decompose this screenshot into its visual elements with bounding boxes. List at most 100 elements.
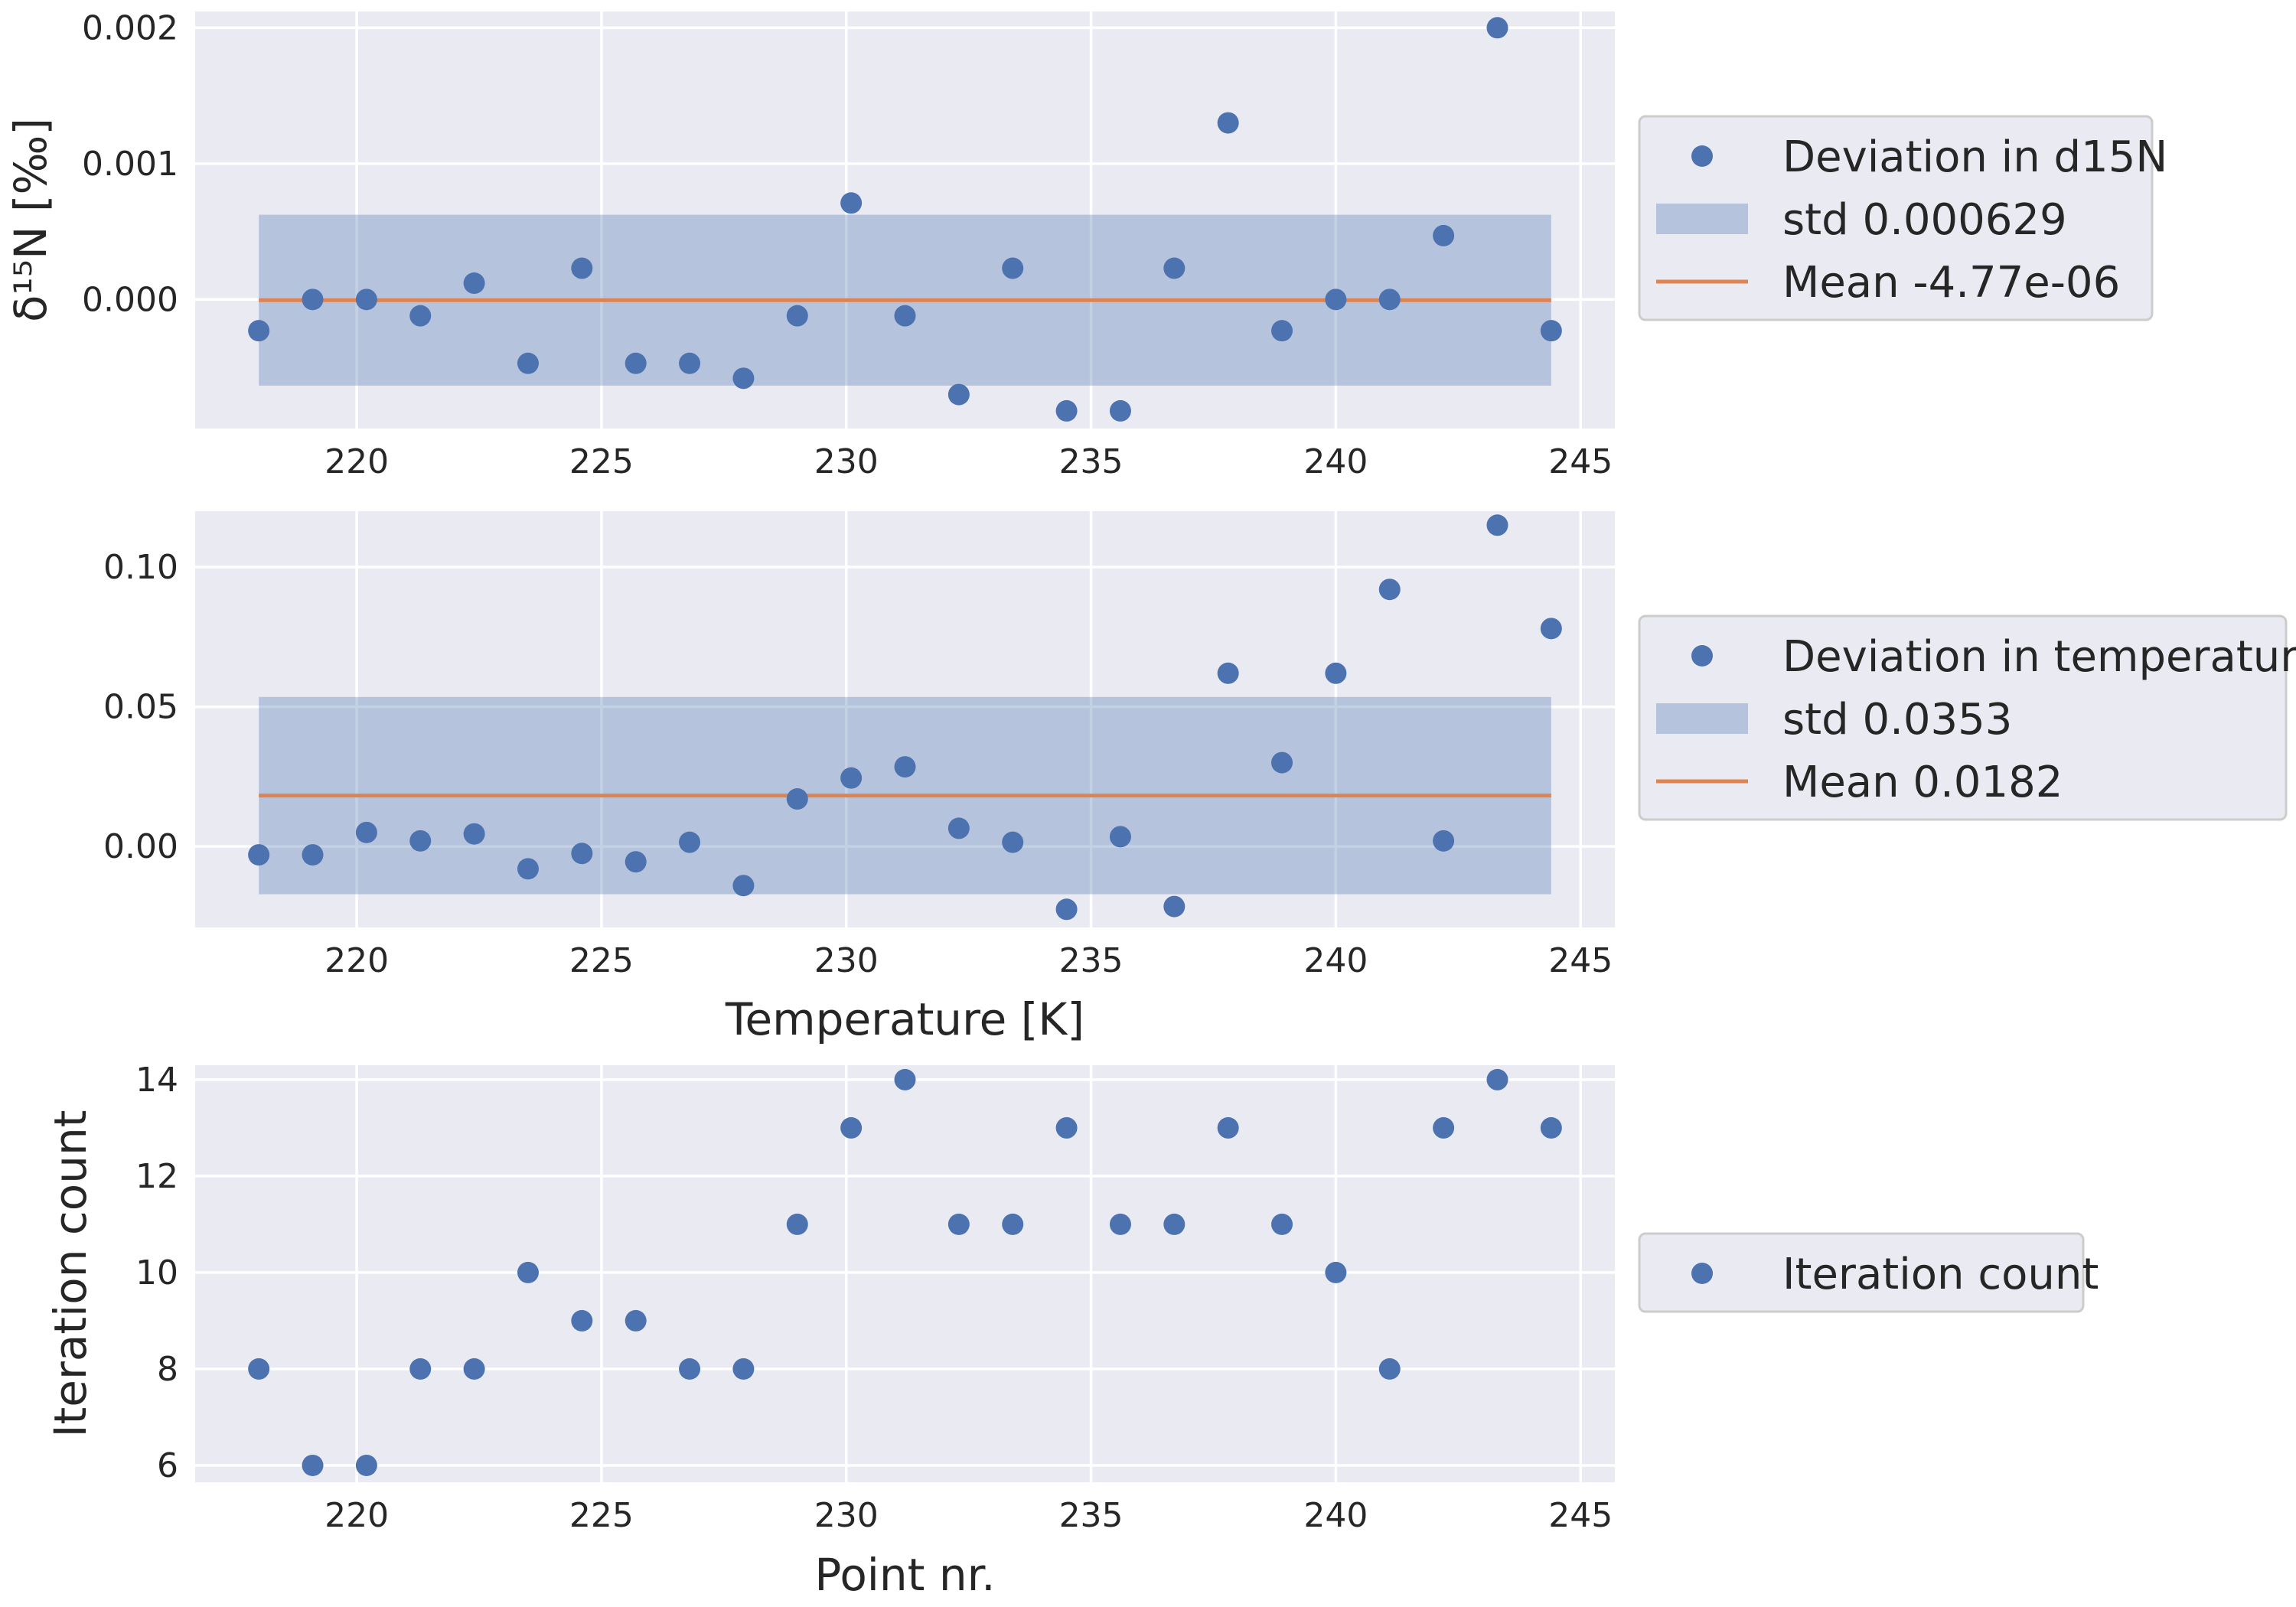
legend: Deviation in d15N std 0.000629 Mean -4.77e…	[1638, 115, 2167, 321]
x-tick-label: 235	[1059, 442, 1124, 481]
y-tick-label: 0.05	[103, 688, 178, 727]
data-point	[517, 1261, 539, 1283]
data-point	[1433, 830, 1455, 852]
data-point	[1109, 1213, 1131, 1235]
data-point	[732, 1358, 755, 1380]
data-point	[355, 288, 377, 311]
data-point	[625, 352, 647, 374]
data-point	[409, 830, 432, 852]
x-tick-label: 230	[814, 442, 879, 481]
data-point	[894, 756, 916, 778]
x-tick-label: 220	[325, 941, 389, 980]
data-point	[1271, 1213, 1293, 1235]
data-point	[463, 1358, 485, 1380]
data-point	[355, 1454, 377, 1476]
y-tick-label: 0.00	[103, 827, 178, 866]
data-point	[1325, 288, 1347, 311]
x-tick-label: 230	[814, 941, 879, 980]
legend-marker-points	[1691, 1263, 1713, 1284]
y-tick-label: 0.10	[103, 548, 178, 587]
y-tick-label: 0.000	[82, 280, 178, 319]
data-point	[1378, 579, 1401, 601]
subplot-2: 220 225 230 235 240 245 0.00 0.05 0.10 Temperatur…	[103, 511, 2296, 1045]
data-point	[463, 823, 485, 845]
data-point	[1433, 224, 1455, 246]
y-axis-label: δ¹⁵N [‰]	[5, 118, 57, 322]
data-point	[840, 767, 863, 789]
data-point	[679, 1358, 701, 1380]
data-point	[248, 844, 270, 866]
data-point	[1055, 399, 1078, 422]
x-tick-label: 225	[569, 941, 634, 980]
data-point	[248, 320, 270, 342]
data-point	[786, 305, 808, 327]
data-point	[947, 817, 970, 839]
legend-marker-points	[1691, 145, 1713, 167]
data-point	[1109, 399, 1131, 422]
legend-label: std 0.000629	[1782, 195, 2067, 245]
data-point	[786, 788, 808, 810]
x-tick-label: 230	[814, 1496, 879, 1535]
data-points	[248, 17, 1562, 422]
data-point	[1486, 1068, 1508, 1090]
data-point	[679, 831, 701, 853]
data-point	[1378, 1358, 1401, 1380]
y-axis-label: Iteration count	[44, 1110, 96, 1437]
data-point	[1271, 320, 1293, 342]
y-tick-label: 12	[135, 1157, 178, 1196]
data-point	[517, 352, 539, 374]
data-point	[786, 1213, 808, 1235]
legend-marker-points	[1691, 645, 1713, 667]
data-point	[679, 352, 701, 374]
data-point	[355, 821, 377, 843]
y-tick-label: 0.001	[82, 145, 178, 184]
data-point	[571, 257, 593, 279]
data-point	[302, 844, 324, 866]
legend-frame	[1638, 115, 2154, 321]
data-point	[1217, 112, 1239, 134]
data-point	[1378, 288, 1401, 311]
data-point	[1163, 257, 1186, 279]
legend-marker-band	[1656, 204, 1748, 234]
data-point	[732, 367, 755, 390]
x-tick-label: 245	[1548, 1496, 1613, 1535]
data-point	[894, 1068, 916, 1090]
data-point	[517, 858, 539, 880]
data-point	[625, 1309, 647, 1332]
x-tick-label: 220	[325, 442, 389, 481]
subplot-1: 220 225 230 235 240 245 0.000 0.001 0.002 δ¹⁵N [‰…	[5, 8, 2167, 481]
data-point	[1163, 1213, 1186, 1235]
data-point	[894, 305, 916, 327]
data-point	[732, 875, 755, 897]
x-tick-label: 240	[1303, 442, 1368, 481]
y-tick-label: 0.002	[82, 8, 178, 47]
x-tick-label: 220	[325, 1496, 389, 1535]
x-axis-label: Point nr.	[814, 1549, 995, 1601]
data-point	[1271, 751, 1293, 774]
legend-label: Iteration count	[1782, 1250, 2099, 1299]
legend-frame	[1638, 614, 2288, 821]
data-point	[1002, 257, 1024, 279]
y-tick-label: 8	[157, 1350, 178, 1389]
data-point	[1325, 1261, 1347, 1283]
legend-label: Deviation in temperature	[1782, 632, 2296, 682]
plot-area	[195, 11, 1615, 429]
data-points	[248, 1068, 1562, 1476]
legend: Iteration count	[1638, 1232, 2099, 1313]
data-point	[1109, 826, 1131, 848]
data-point	[1163, 895, 1186, 918]
data-point	[1325, 662, 1347, 684]
data-point	[1486, 514, 1508, 536]
legend-label: std 0.0353	[1782, 695, 2012, 745]
plot-area	[195, 511, 1615, 927]
legend-label: Mean 0.0182	[1782, 758, 2063, 807]
x-tick-label: 240	[1303, 1496, 1368, 1535]
data-point	[248, 1358, 270, 1380]
subplot-3: 220 225 230 235 240 245 6 8 10 12 14 Point nr. Itera…	[44, 1061, 2099, 1601]
grid	[195, 511, 1615, 927]
data-point	[463, 272, 485, 295]
data-points	[248, 514, 1562, 921]
data-point	[1433, 1116, 1455, 1139]
x-tick-label: 245	[1548, 442, 1613, 481]
